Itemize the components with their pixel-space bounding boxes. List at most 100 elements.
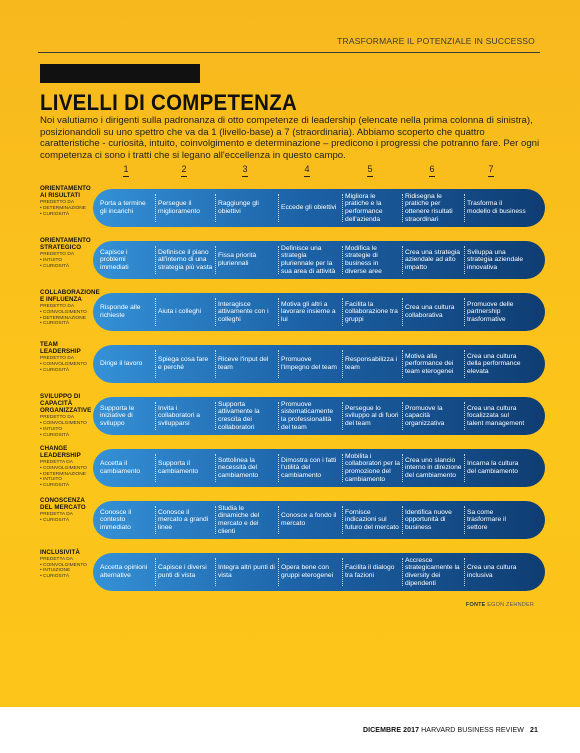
level-description: Dirige il lavoro xyxy=(100,360,143,368)
top-rule xyxy=(38,52,540,53)
predictor-trait: • INTUITO xyxy=(40,477,63,483)
competency-level-bar: Dirige il lavoro Spiega cosa fare e perch… xyxy=(93,345,545,383)
level-7-cell: Crea una cultura focalizzata sul talent … xyxy=(464,402,526,430)
scale-level-4: 4 xyxy=(297,164,317,177)
level-description: Conosce il contesto immediato xyxy=(100,508,132,531)
predictor-trait: • DETERMINAZIONE xyxy=(40,315,86,321)
competency-label: SVILUPPO DI CAPACITÀ ORGANIZZATIVE PREDET… xyxy=(40,393,98,438)
level-1-cell: Accetta opinioni alternative xyxy=(97,558,153,586)
predictor-trait: • COINVOLGIMENTO xyxy=(40,361,87,367)
predictor-trait: • COINVOLGIMENTO xyxy=(40,309,87,315)
competency-level-bar: Capisce i problemi immediati Definisce il… xyxy=(93,241,545,279)
competency-name: INCLUSIVITÀ xyxy=(40,549,80,556)
predictor-trait: • DETERMINAZIONE xyxy=(40,471,86,477)
level-description: Sviluppa una strategia aziendale innovat… xyxy=(467,248,524,271)
competency-level-bar: Risponde alle richieste Aiuta i colleghi I… xyxy=(93,293,545,331)
level-3-cell: Integra altri punti di vista xyxy=(215,558,275,586)
scale-tick xyxy=(242,176,248,177)
level-description: Capisce i diversi punti di vista xyxy=(158,564,207,579)
level-6-cell: Promuove la capacità organizzativa xyxy=(402,402,462,430)
scale-tick xyxy=(367,176,373,177)
level-description: Studia le dinamiche del mercato e dei cl… xyxy=(218,504,260,535)
page-number: 21 xyxy=(530,727,538,734)
level-4-cell: Opera bene con gruppi eterogenei xyxy=(278,558,340,586)
level-description: Motiva gli altri a lavorare insieme a lu… xyxy=(281,300,336,323)
level-description: Motiva alla performance dei team eteroge… xyxy=(405,352,454,375)
level-description: Migliora le pratiche e la performance de… xyxy=(345,192,383,223)
competency-label: ORIENTAMENTO STRATEGICO PREDETTO DA • INTU… xyxy=(40,237,98,269)
scale-level-number: 1 xyxy=(123,164,129,174)
level-6-cell: Motiva alla performance dei team eteroge… xyxy=(402,350,462,378)
competency-predictors: PREDETTO DA • INTUITO • CURIOSITÀ xyxy=(40,252,98,269)
competency-predictors: PREDETTA DA • CURIOSITÀ xyxy=(40,512,98,524)
competency-name: COLLABORAZIONE E INFLUENZA xyxy=(40,289,100,304)
level-6-cell: Crea una cultura collaborativa xyxy=(402,298,462,326)
level-3-cell: Fissa priorità pluriennali xyxy=(215,246,275,274)
level-description: Responsabilizza i team xyxy=(345,356,398,371)
footer-band: DICEMBRE 2017 HARVARD BUSINESS REVIEW 21 xyxy=(0,707,580,753)
level-7-cell: Sa come trasformare il settore xyxy=(464,506,526,534)
level-1-cell: Supporta le iniziative di sviluppo xyxy=(97,402,153,430)
predictor-trait: • INTUITO xyxy=(40,426,63,432)
level-description: Definisce il piano all'interno di una st… xyxy=(158,248,213,271)
section-kicker: TRASFORMARE IL POTENZIALE IN SUCCESSO xyxy=(337,36,535,46)
level-4-cell: Motiva gli altri a lavorare insieme a lu… xyxy=(278,298,340,326)
level-2-cell: Definisce il piano all'interno di una st… xyxy=(155,246,213,274)
level-description: Accresce strategicamente la diversity de… xyxy=(405,556,460,587)
level-description: Promuove sistematicamente la professiona… xyxy=(281,400,334,431)
level-2-cell: Conosce il mercato a grandi linee xyxy=(155,506,213,534)
competency-label: CONOSCENZA DEL MERCATO PREDETTA DA • CURIO… xyxy=(40,497,98,524)
scale-level-5: 5 xyxy=(360,164,380,177)
scale-tick xyxy=(181,176,187,177)
level-description: Mobilita i collaboratori per la promozio… xyxy=(345,452,401,483)
predictor-trait: • COINVOLGIMENTO xyxy=(40,562,87,568)
level-7-cell: Crea una cultura inclusiva xyxy=(464,558,526,586)
level-4-cell: Eccede gli obiettivi xyxy=(278,194,340,222)
competency-name: TEAM LEADERSHIP xyxy=(40,341,81,356)
level-description: Crea una cultura focalizzata sul talent … xyxy=(467,404,525,427)
scale-level-6: 6 xyxy=(422,164,442,177)
level-1-cell: Dirige il lavoro xyxy=(97,350,153,378)
level-5-cell: Responsabilizza i team xyxy=(342,350,400,378)
scale-header: 1 2 3 4 5 6 7 xyxy=(0,164,580,180)
scale-level-1: 1 xyxy=(116,164,136,177)
level-5-cell: Fornisce indicazioni sul futuro del merc… xyxy=(342,506,400,534)
competency-predictors: PREDETTA DA • COINVOLGIMENTO • DETERMINAZI… xyxy=(40,460,98,489)
predictor-trait: • CURIOSITÀ xyxy=(40,517,70,523)
level-1-cell: Capisce i problemi immediati xyxy=(97,246,153,274)
level-description: Facilita la collaborazione tra gruppi xyxy=(345,300,398,323)
predictor-label: PREDETTO DA xyxy=(40,303,75,309)
level-description: Spiega cosa fare e perché xyxy=(158,356,209,371)
page-title: LIVELLI DI COMPETENZA xyxy=(40,90,298,115)
level-description: Supporta le iniziative di sviluppo xyxy=(100,404,135,427)
level-description: Crea una cultura della performance eleva… xyxy=(467,352,521,375)
level-3-cell: Riceve l'input del team xyxy=(215,350,275,378)
level-description: Aiuta i colleghi xyxy=(158,308,202,316)
level-description: Accetta il cambiamento xyxy=(100,460,141,475)
level-description: Riceve l'input del team xyxy=(218,356,269,371)
level-7-cell: Promuove delle partnership trasformative xyxy=(464,298,526,326)
level-description: Crea una cultura inclusiva xyxy=(467,564,517,579)
level-7-cell: Crea una cultura della performance eleva… xyxy=(464,350,526,378)
level-7-cell: Incarna la cultura del cambiamento xyxy=(464,454,526,482)
level-1-cell: Accetta il cambiamento xyxy=(97,454,153,482)
scale-level-number: 6 xyxy=(429,164,435,174)
competency-level-bar: Supporta le iniziative di sviluppo Invita… xyxy=(93,397,545,435)
level-4-cell: Conosce a fondo il mercato xyxy=(278,506,340,534)
competency-level-bar: Conosce il contesto immediato Conosce il … xyxy=(93,501,545,539)
source-note: FONTE EGON ZEHNDER xyxy=(466,602,534,608)
competency-level-bar: Porta a termine gli incarichi Persegue il… xyxy=(93,189,545,227)
competency-label: COLLABORAZIONE E INFLUENZA PREDETTO DA • C… xyxy=(40,289,100,327)
scale-level-number: 5 xyxy=(367,164,373,174)
level-6-cell: Accresce strategicamente la diversity de… xyxy=(402,556,462,587)
scale-tick xyxy=(488,176,494,177)
level-description: Sa come trasformare il settore xyxy=(467,508,507,531)
level-description: Conosce il mercato a grandi linee xyxy=(158,508,209,531)
predictor-trait: • CURIOSITÀ xyxy=(40,321,70,327)
competency-label: INCLUSIVITÀ PREDETTA DA • COINVOLGIMENTO • … xyxy=(40,549,98,580)
scale-level-2: 2 xyxy=(174,164,194,177)
level-6-cell: Crea una strategia aziendale ad alto imp… xyxy=(402,246,462,274)
level-description: Crea una strategia aziendale ad alto imp… xyxy=(405,248,461,271)
level-description: Persegue lo sviluppo al di fuori del tea… xyxy=(345,404,399,427)
level-1-cell: Conosce il contesto immediato xyxy=(97,506,153,534)
